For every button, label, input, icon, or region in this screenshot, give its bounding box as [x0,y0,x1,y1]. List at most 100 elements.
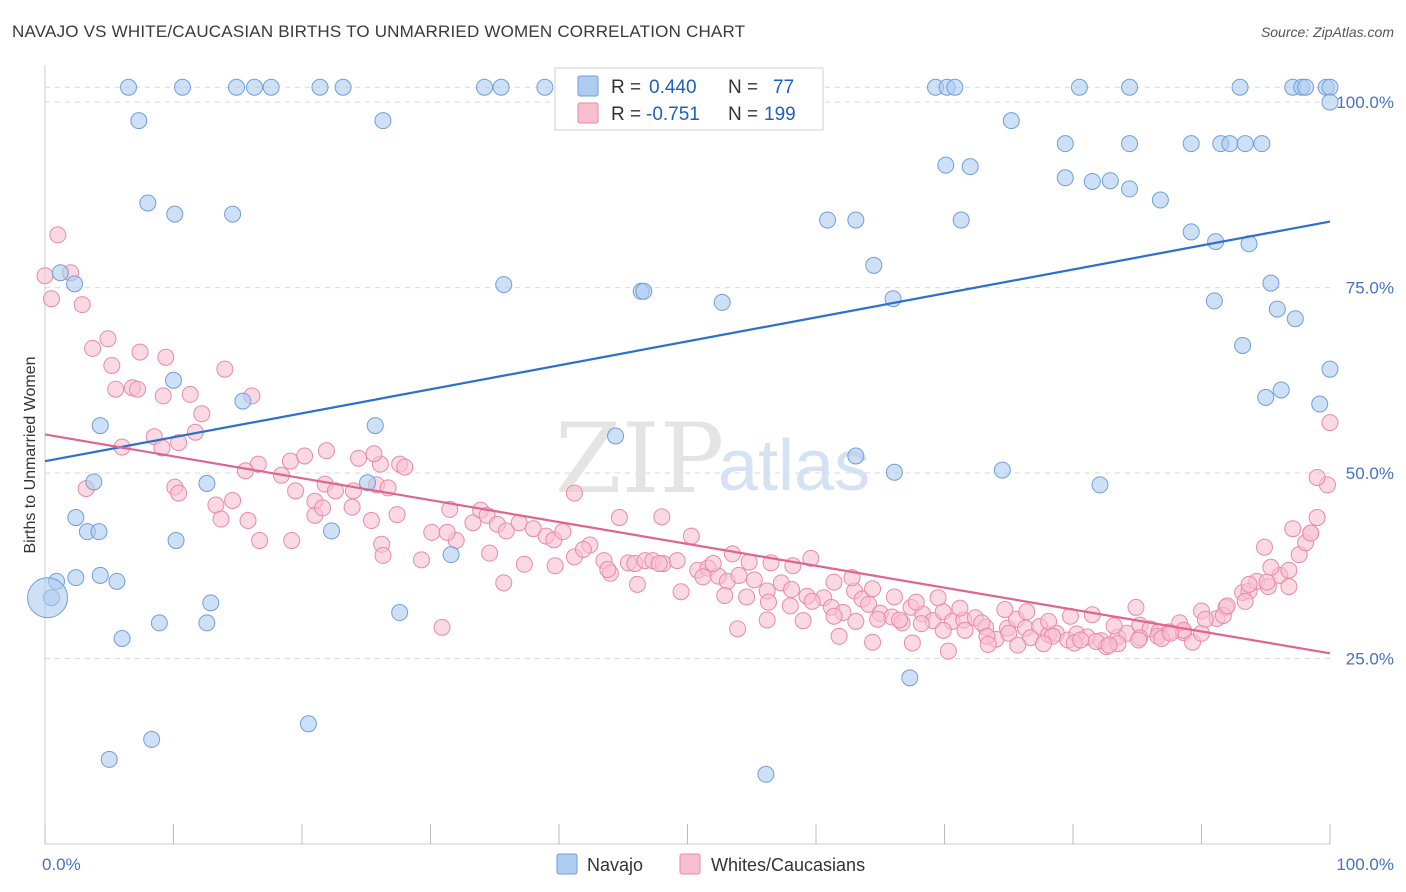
navajo-point-81 [323,522,341,540]
white-point-62 [497,522,515,540]
white-point-36 [287,482,305,500]
white-point-43 [207,496,225,514]
white-point-93 [860,595,878,613]
white-point-56 [441,500,459,518]
white-point-51 [343,498,361,516]
white-point-189 [759,593,777,611]
white-point-230 [36,267,54,285]
white-point-7 [131,343,149,361]
white-point-50 [314,499,332,517]
navajo-points [27,78,1339,783]
white-point-224 [1009,636,1027,654]
navajo-point-74 [85,473,103,491]
navajo-point-65 [91,417,109,435]
white-point-216 [729,620,747,638]
navajo-point-41 [961,158,979,176]
navajo-large-bubble [27,577,69,619]
white-point-171 [1236,592,1254,610]
navajo-point-21 [130,112,148,130]
white-point-46 [239,512,257,530]
white-point-194 [869,610,887,628]
x-tick-label-0: 0.0% [42,855,81,874]
navajo-point-88 [202,594,220,612]
white-point-142 [565,484,583,502]
navajo-point-96 [100,750,118,768]
navajo-point-2 [227,78,245,96]
legend-navajo-swatch [577,75,599,97]
white-point-82 [730,566,748,584]
watermark: ZIP atlas [555,403,870,515]
navajo-point-59 [1286,310,1304,328]
watermark-atlas: atlas [718,426,870,506]
white-point-173 [1280,561,1298,579]
white-point-44 [212,510,230,528]
legend-white-n-label: N = [728,104,758,125]
white-point-192 [825,607,843,625]
white-point-179 [515,555,533,573]
legend-navajo-r-label: R = [611,77,641,98]
white-point-9 [107,380,125,398]
white-point-219 [830,627,848,645]
navajo-point-79 [90,523,108,541]
navajo-point-0 [120,78,138,96]
navajo-point-15 [1231,78,1249,96]
navajo-point-94 [143,730,161,748]
white-point-223 [979,635,997,653]
navajo-point-34 [224,205,242,223]
navajo-point-28 [1221,135,1239,153]
white-point-28 [365,445,383,463]
bottom-legend-white-swatch [679,853,701,875]
navajo-point-56 [713,293,731,311]
navajo-point-8 [492,78,510,96]
navajo-point-61 [1321,360,1339,378]
white-point-146 [704,555,722,573]
white-point-34 [236,462,254,480]
white-point-14 [193,405,211,423]
white-point-11 [129,380,147,398]
white-point-188 [738,588,756,606]
navajo-point-35 [819,211,837,229]
bottom-legend-navajo-label: Navajo [587,855,643,875]
white-point-48 [283,532,301,550]
navajo-point-92 [391,604,409,622]
y-tick-label-3: 100.0% [1336,93,1394,112]
white-point-47 [251,532,269,550]
white-point-141 [495,574,513,592]
white-point-210 [1218,597,1236,615]
white-point-161 [1018,603,1036,621]
white-point-33 [170,484,188,502]
white-point-25 [317,442,335,460]
white-point-18 [170,434,188,452]
white-point-148 [740,553,758,571]
white-point-8 [157,348,175,366]
legend-navajo-n-label: N = [728,77,758,98]
navajo-point-60 [1234,336,1252,354]
navajo-point-89 [150,614,168,632]
white-point-152 [825,573,843,591]
navajo-point-67 [234,392,252,410]
navajo-point-93 [901,669,919,687]
white-point-187 [716,586,734,604]
navajo-point-31 [1321,93,1339,111]
navajo-point-69 [607,427,625,445]
white-point-15 [216,360,234,378]
white-point-182 [599,560,617,578]
white-point-64 [524,520,542,538]
white-point-139 [1321,414,1339,432]
white-point-184 [650,555,668,573]
white-point-183 [628,575,646,593]
white-point-52 [362,512,380,530]
navajo-point-42 [1056,169,1074,187]
white-point-133 [1280,578,1298,596]
navajo-point-62 [1272,381,1290,399]
navajo-point-7 [475,78,493,96]
navajo-point-3 [245,78,263,96]
white-point-221 [903,634,921,652]
watermark-zip: ZIP [555,403,724,515]
navajo-point-43 [1083,172,1101,190]
navajo-point-53 [495,276,513,294]
white-point-222 [939,642,957,660]
navajo-point-4 [262,78,280,96]
navajo-point-68 [366,417,384,435]
navajo-point-14 [1121,78,1139,96]
